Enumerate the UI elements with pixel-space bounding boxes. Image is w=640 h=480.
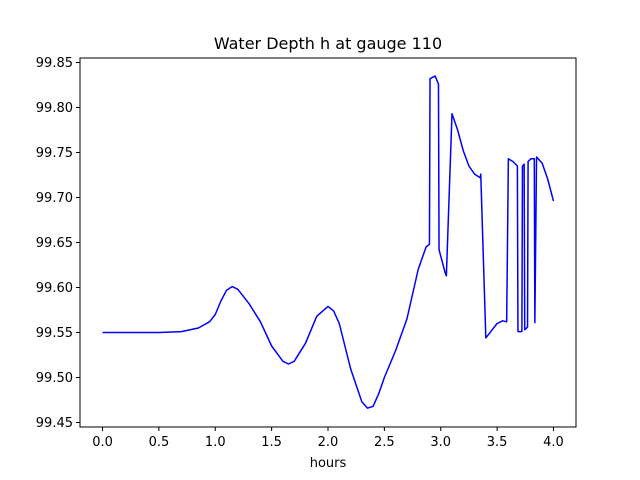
x-tick-label: 3.0 (430, 435, 451, 450)
x-tick-label: 1.5 (261, 435, 282, 450)
y-tick-label: 99.50 (36, 371, 73, 386)
x-axis-label: hours (310, 456, 347, 471)
y-tick-label: 99.60 (36, 281, 73, 296)
plot-area (102, 75, 555, 409)
x-tick-label: 0.5 (149, 435, 170, 450)
y-tick-label: 99.55 (36, 326, 73, 341)
y-tick-label: 99.70 (36, 191, 73, 206)
y-tick-label: 99.45 (36, 416, 73, 431)
x-tick-label: 1.0 (205, 435, 226, 450)
x-tick-label: 2.0 (318, 435, 339, 450)
x-tick-label: 2.5 (374, 435, 395, 450)
y-tick-label: 99.65 (36, 236, 73, 251)
y-tick-label: 99.85 (36, 56, 73, 71)
chart-title: Water Depth h at gauge 110 (214, 34, 442, 53)
x-tick-label: 0.0 (92, 435, 113, 450)
y-tick-label: 99.80 (36, 101, 73, 116)
x-axis: 0.0 0.5 1.0 1.5 2.0 2.5 3.0 3.5 4.0 (92, 427, 564, 450)
x-tick-label: 4.0 (543, 435, 564, 450)
y-axis: 99.45 99.50 99.55 99.60 99.65 99.70 99.75 99.80… (36, 56, 80, 431)
x-tick-label: 3.5 (487, 435, 508, 450)
y-tick-label: 99.75 (36, 146, 73, 161)
series-line-1 (102, 75, 555, 409)
